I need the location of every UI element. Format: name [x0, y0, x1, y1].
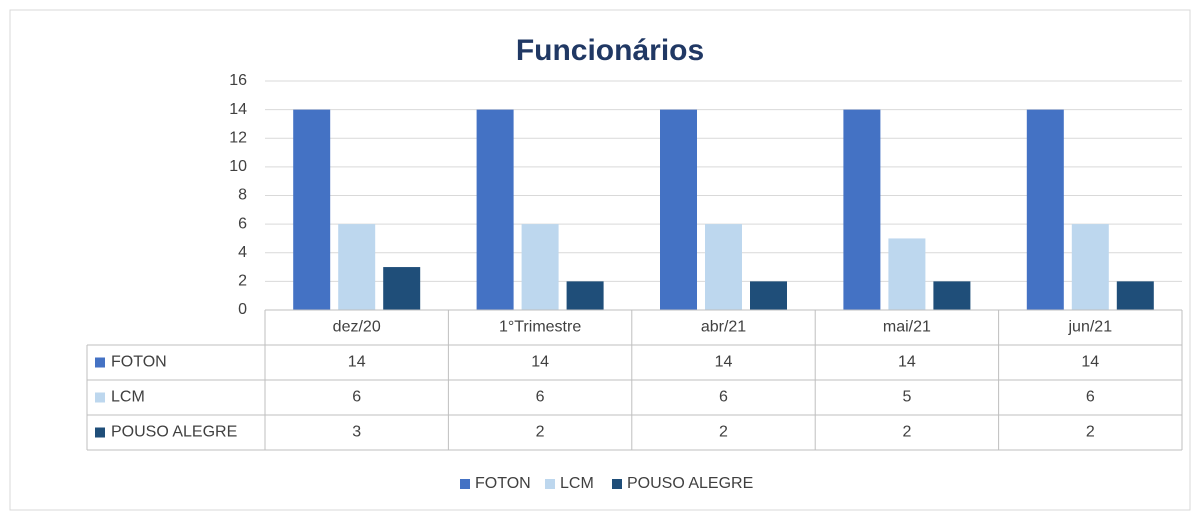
y-tick-label: 12	[229, 129, 247, 146]
table-legend-key	[95, 392, 105, 403]
bar	[566, 281, 604, 310]
bar	[1026, 109, 1064, 310]
table-value: 14	[348, 354, 366, 371]
bar	[1071, 224, 1109, 310]
table-value: 14	[898, 354, 916, 371]
chart-title: Funcionários	[516, 34, 704, 67]
x-tick-label: 1°Trimestre	[499, 319, 581, 336]
table-row-label: LCM	[111, 389, 145, 406]
bar	[293, 109, 331, 310]
table-value: 2	[1086, 424, 1095, 441]
table-value: 14	[1081, 354, 1099, 371]
y-tick-label: 10	[229, 158, 247, 175]
bar	[933, 281, 971, 310]
legend-key	[460, 479, 470, 489]
table-row-label: POUSO ALEGRE	[111, 424, 237, 441]
legend-key	[545, 479, 555, 489]
table-row-label: FOTON	[111, 354, 167, 371]
table-value: 2	[536, 424, 545, 441]
bar	[521, 224, 559, 310]
table-value: 5	[902, 389, 911, 406]
bar	[338, 224, 376, 310]
bar	[1116, 281, 1154, 310]
bar	[750, 281, 787, 310]
y-tick-label: 8	[238, 187, 247, 204]
bar	[705, 224, 742, 310]
legend-label: FOTON	[475, 475, 531, 492]
table-value: 6	[536, 389, 545, 406]
table-value: 14	[531, 354, 549, 371]
table-value: 6	[352, 389, 361, 406]
chart-border	[9, 9, 1191, 511]
y-tick-label: 4	[238, 244, 247, 261]
x-tick-label: abr/21	[701, 319, 746, 336]
table-value: 6	[719, 389, 728, 406]
bar	[843, 109, 881, 310]
table-value: 3	[352, 424, 361, 441]
table-value: 6	[1086, 389, 1095, 406]
legend-key	[612, 479, 622, 489]
bar	[660, 109, 697, 310]
x-tick-label: mai/21	[883, 319, 931, 336]
bar	[476, 109, 514, 310]
table-value: 2	[719, 424, 728, 441]
table-value: 14	[715, 354, 733, 371]
table-legend-key	[95, 357, 105, 368]
x-tick-label: dez/20	[333, 319, 381, 336]
bar	[888, 238, 926, 310]
legend-label: LCM	[560, 475, 594, 492]
y-tick-label: 16	[229, 72, 247, 89]
y-tick-label: 2	[238, 273, 247, 290]
y-tick-label: 14	[229, 101, 247, 118]
x-tick-label: jun/21	[1068, 319, 1113, 336]
table-legend-key	[95, 427, 105, 438]
legend-label: POUSO ALEGRE	[627, 475, 753, 492]
y-tick-label: 0	[238, 301, 247, 318]
bar	[383, 267, 421, 310]
y-tick-label: 6	[238, 215, 247, 232]
table-value: 2	[902, 424, 911, 441]
